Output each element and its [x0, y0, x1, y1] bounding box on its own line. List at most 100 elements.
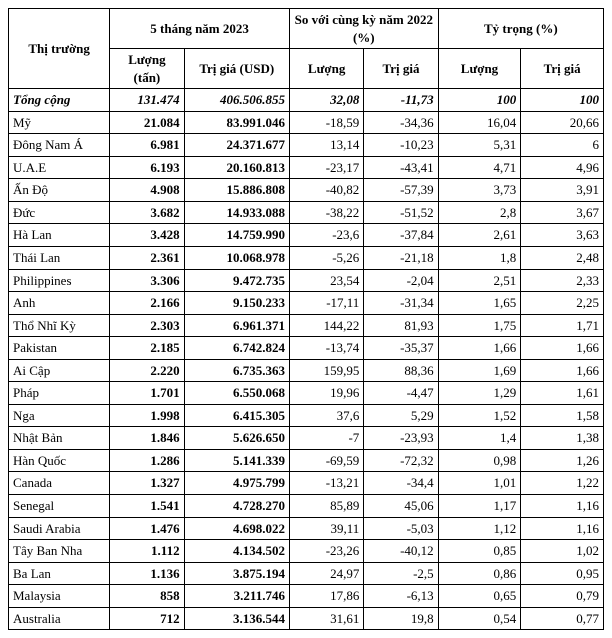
- table-row: Saudi Arabia1.4764.698.02239,11-5,031,12…: [9, 517, 604, 540]
- delta-qty: -5,26: [289, 247, 363, 270]
- weight-qty: 1,65: [438, 292, 521, 315]
- qty: 1.701: [110, 382, 184, 405]
- header-val2: Trị giá: [364, 49, 438, 89]
- market-name: Thổ Nhĩ Kỳ: [9, 314, 110, 337]
- market-name: Tây Ban Nha: [9, 540, 110, 563]
- weight-val: 1,66: [521, 359, 604, 382]
- delta-val: -34,36: [364, 111, 438, 134]
- delta-val: 19,8: [364, 607, 438, 630]
- val: 3.211.746: [184, 585, 289, 608]
- delta-val: -23,93: [364, 427, 438, 450]
- market-name: Đức: [9, 201, 110, 224]
- table-row: Nhật Bản1.8465.626.650-7-23,931,41,38: [9, 427, 604, 450]
- delta-val: 45,06: [364, 495, 438, 518]
- market-name: Nga: [9, 404, 110, 427]
- delta-val: -34,4: [364, 472, 438, 495]
- weight-val: 1,66: [521, 337, 604, 360]
- weight-qty: 5,31: [438, 134, 521, 157]
- weight-val: 1,26: [521, 449, 604, 472]
- delta-qty: -23,17: [289, 156, 363, 179]
- delta-qty: -17,11: [289, 292, 363, 315]
- weight-qty: 4,71: [438, 156, 521, 179]
- delta-val: -31,34: [364, 292, 438, 315]
- weight-qty: 1,69: [438, 359, 521, 382]
- qty: 2.303: [110, 314, 184, 337]
- delta-qty: 23,54: [289, 269, 363, 292]
- qty: 2.185: [110, 337, 184, 360]
- market-name: Hàn Quốc: [9, 449, 110, 472]
- weight-qty: 0,98: [438, 449, 521, 472]
- delta-qty: -23,6: [289, 224, 363, 247]
- weight-val: 3,67: [521, 201, 604, 224]
- table-row: U.A.E6.19320.160.813-23,17-43,414,714,96: [9, 156, 604, 179]
- qty: 1.136: [110, 562, 184, 585]
- market-name: Pakistan: [9, 337, 110, 360]
- weight-val: 0,79: [521, 585, 604, 608]
- qty: 1.998: [110, 404, 184, 427]
- qty: 712: [110, 607, 184, 630]
- export-markets-table: Thị trường 5 tháng năm 2023 So với cùng …: [8, 8, 604, 630]
- weight-val: 3,63: [521, 224, 604, 247]
- delta-val: -40,12: [364, 540, 438, 563]
- delta-qty: 17,86: [289, 585, 363, 608]
- delta-val: -43,41: [364, 156, 438, 179]
- val: 3.875.194: [184, 562, 289, 585]
- val: 10.068.978: [184, 247, 289, 270]
- delta-val: -51,52: [364, 201, 438, 224]
- delta-qty: 13,14: [289, 134, 363, 157]
- weight-qty: 0,86: [438, 562, 521, 585]
- qty: 1.846: [110, 427, 184, 450]
- table-row: Đông Nam Á6.98124.371.67713,14-10,235,31…: [9, 134, 604, 157]
- total-wqty: 100: [438, 89, 521, 112]
- val: 6.961.371: [184, 314, 289, 337]
- delta-qty: -69,59: [289, 449, 363, 472]
- weight-qty: 0,65: [438, 585, 521, 608]
- table-row: Anh2.1669.150.233-17,11-31,341,652,25: [9, 292, 604, 315]
- table-row: Thái Lan2.36110.068.978-5,26-21,181,82,4…: [9, 247, 604, 270]
- weight-qty: 16,04: [438, 111, 521, 134]
- table-row: Nga1.9986.415.30537,65,291,521,58: [9, 404, 604, 427]
- weight-val: 0,95: [521, 562, 604, 585]
- header-group-weight: Tỷ trọng (%): [438, 9, 603, 49]
- header-qty3: Lượng: [438, 49, 521, 89]
- val: 9.150.233: [184, 292, 289, 315]
- table-row: Pháp1.7016.550.06819,96-4,471,291,61: [9, 382, 604, 405]
- weight-qty: 1,8: [438, 247, 521, 270]
- table-row: Ấn Độ4.90815.886.808-40,82-57,393,733,91: [9, 179, 604, 202]
- qty: 1.476: [110, 517, 184, 540]
- table-row: Hà Lan3.42814.759.990-23,6-37,842,613,63: [9, 224, 604, 247]
- market-name: Philippines: [9, 269, 110, 292]
- market-name: Senegal: [9, 495, 110, 518]
- market-name: Canada: [9, 472, 110, 495]
- total-label: Tổng cộng: [9, 89, 110, 112]
- delta-qty: 19,96: [289, 382, 363, 405]
- val: 4.975.799: [184, 472, 289, 495]
- weight-qty: 1,66: [438, 337, 521, 360]
- weight-val: 1,16: [521, 495, 604, 518]
- market-name: Ấn Độ: [9, 179, 110, 202]
- weight-val: 2,25: [521, 292, 604, 315]
- weight-val: 2,33: [521, 269, 604, 292]
- market-name: Malaysia: [9, 585, 110, 608]
- table-row: Tây Ban Nha1.1124.134.502-23,26-40,120,8…: [9, 540, 604, 563]
- val: 14.933.088: [184, 201, 289, 224]
- table-row: Senegal1.5414.728.27085,8945,061,171,16: [9, 495, 604, 518]
- weight-val: 1,02: [521, 540, 604, 563]
- qty: 1.541: [110, 495, 184, 518]
- table-row: Ba Lan1.1363.875.19424,97-2,50,860,95: [9, 562, 604, 585]
- val: 14.759.990: [184, 224, 289, 247]
- delta-qty: 24,97: [289, 562, 363, 585]
- qty: 3.428: [110, 224, 184, 247]
- table-row: Malaysia8583.211.74617,86-6,130,650,79: [9, 585, 604, 608]
- val: 5.141.339: [184, 449, 289, 472]
- qty: 2.361: [110, 247, 184, 270]
- weight-val: 1,22: [521, 472, 604, 495]
- weight-qty: 1,17: [438, 495, 521, 518]
- weight-val: 20,66: [521, 111, 604, 134]
- qty: 6.193: [110, 156, 184, 179]
- delta-qty: -38,22: [289, 201, 363, 224]
- val: 6.415.305: [184, 404, 289, 427]
- qty: 3.306: [110, 269, 184, 292]
- delta-qty: 85,89: [289, 495, 363, 518]
- delta-qty: -18,59: [289, 111, 363, 134]
